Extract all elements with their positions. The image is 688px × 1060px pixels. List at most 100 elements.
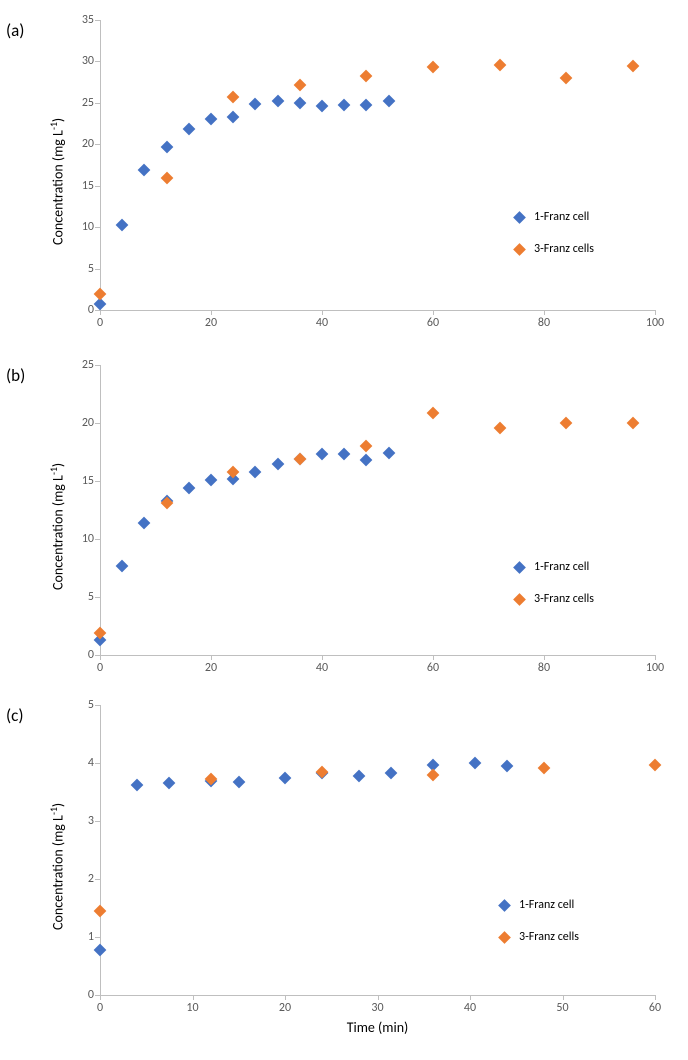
xtick: 10: [186, 1001, 198, 1015]
ytick-mark: [95, 763, 100, 764]
ytick: 20: [64, 416, 94, 430]
ytick: 0: [64, 303, 94, 317]
xtick: 80: [538, 661, 550, 675]
xtick: 20: [205, 661, 217, 675]
xtick-mark: [655, 995, 656, 1000]
ytick-mark: [95, 705, 100, 706]
ytick-mark: [95, 227, 100, 228]
figure-root: (a)05101520253035020406080100Concentrati…: [0, 0, 688, 1060]
ytick-mark: [95, 269, 100, 270]
xtick: 20: [279, 1001, 291, 1015]
panel-label-a: (a): [6, 20, 24, 41]
legend-label: 1-Franz cell: [534, 560, 589, 574]
xtick: 30: [371, 1001, 383, 1015]
legend-item-franz3: 3-Franz cells: [500, 930, 579, 944]
xtick-mark: [655, 310, 656, 315]
ytick-mark: [95, 879, 100, 880]
xtick-mark: [193, 995, 194, 1000]
ytick: 2: [64, 872, 94, 886]
legend-c: 1-Franz cell 3-Franz cells: [500, 898, 579, 962]
ytick-mark: [95, 423, 100, 424]
legend-label: 1-Franz cell: [534, 210, 589, 224]
ytick-mark: [95, 539, 100, 540]
ytick: 10: [64, 220, 94, 234]
legend-item-franz3: 3-Franz cells: [515, 592, 594, 606]
diamond-icon: [513, 243, 526, 256]
ytick: 5: [64, 262, 94, 276]
ytick-mark: [95, 597, 100, 598]
diamond-icon: [513, 593, 526, 606]
ytick: 3: [64, 814, 94, 828]
diamond-icon: [498, 899, 511, 912]
legend-label: 3-Franz cells: [534, 592, 594, 606]
xtick-mark: [322, 310, 323, 315]
xtick-mark: [211, 655, 212, 660]
ytick-mark: [95, 821, 100, 822]
y-axis-label-b: Concentration (mg L-1): [48, 463, 67, 590]
legend-item-franz1: 1-Franz cell: [515, 210, 594, 224]
y-axis-label-c: Concentration (mg L-1): [48, 803, 67, 930]
legend-label: 3-Franz cells: [519, 930, 579, 944]
xtick-mark: [100, 995, 101, 1000]
legend-item-franz3: 3-Franz cells: [515, 242, 594, 256]
legend-label: 1-Franz cell: [519, 898, 574, 912]
ytick: 0: [64, 648, 94, 662]
panel-label-b: (b): [6, 365, 25, 386]
xtick-mark: [544, 310, 545, 315]
xtick: 0: [97, 661, 103, 675]
ytick: 5: [64, 590, 94, 604]
ytick: 20: [64, 137, 94, 151]
ytick: 4: [64, 756, 94, 770]
diamond-icon: [513, 561, 526, 574]
ytick-mark: [95, 365, 100, 366]
ytick-mark: [95, 186, 100, 187]
ytick-mark: [95, 481, 100, 482]
xtick-mark: [470, 995, 471, 1000]
diamond-icon: [513, 211, 526, 224]
xtick: 20: [205, 316, 217, 330]
ytick: 15: [64, 474, 94, 488]
ytick-mark: [95, 144, 100, 145]
xtick-mark: [433, 310, 434, 315]
ytick: 10: [64, 532, 94, 546]
legend-b: 1-Franz cell 3-Franz cells: [515, 560, 594, 624]
xtick: 60: [427, 316, 439, 330]
xtick: 40: [316, 661, 328, 675]
xtick: 0: [97, 316, 103, 330]
legend-item-franz1: 1-Franz cell: [515, 560, 594, 574]
legend-label: 3-Franz cells: [534, 242, 594, 256]
xtick-mark: [100, 655, 101, 660]
xtick-mark: [211, 310, 212, 315]
xtick: 60: [649, 1001, 661, 1015]
legend-a: 1-Franz cell 3-Franz cells: [515, 210, 594, 274]
xtick-mark: [322, 655, 323, 660]
ytick: 1: [64, 930, 94, 944]
xtick-mark: [563, 995, 564, 1000]
ytick: 5: [64, 698, 94, 712]
diamond-icon: [498, 931, 511, 944]
ytick: 15: [64, 179, 94, 193]
xtick: 50: [556, 1001, 568, 1015]
ytick-mark: [95, 20, 100, 21]
xtick: 60: [427, 661, 439, 675]
panel-label-c: (c): [6, 705, 24, 726]
y-axis-label-a: Concentration (mg L-1): [48, 118, 67, 245]
ytick: 25: [64, 358, 94, 372]
xtick-mark: [285, 995, 286, 1000]
xtick-mark: [100, 310, 101, 315]
legend-item-franz1: 1-Franz cell: [500, 898, 579, 912]
ytick: 25: [64, 96, 94, 110]
xtick-mark: [378, 995, 379, 1000]
xtick: 100: [646, 661, 664, 675]
ytick: 0: [64, 988, 94, 1002]
x-axis-label-c: Time (min): [338, 1019, 418, 1036]
xtick-mark: [433, 655, 434, 660]
ytick: 30: [64, 54, 94, 68]
xtick: 80: [538, 316, 550, 330]
xtick-mark: [544, 655, 545, 660]
xtick: 40: [464, 1001, 476, 1015]
xtick: 0: [97, 1001, 103, 1015]
xtick: 100: [646, 316, 664, 330]
ytick-mark: [95, 61, 100, 62]
xtick-mark: [655, 655, 656, 660]
